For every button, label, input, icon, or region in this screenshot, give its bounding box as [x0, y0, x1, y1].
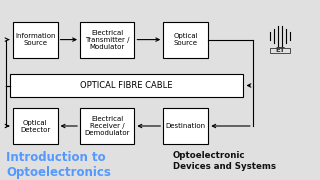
Text: Electrical
Receiver /
Demodulator: Electrical Receiver / Demodulator [84, 116, 130, 136]
FancyBboxPatch shape [10, 74, 243, 97]
FancyBboxPatch shape [163, 108, 208, 144]
FancyBboxPatch shape [13, 108, 58, 144]
FancyBboxPatch shape [163, 22, 208, 58]
FancyBboxPatch shape [80, 22, 134, 58]
Text: OPTICAL FIBRE CABLE: OPTICAL FIBRE CABLE [80, 81, 173, 90]
Text: Optical
Source: Optical Source [173, 33, 198, 46]
Text: Electrical
Transmitter /
Modulator: Electrical Transmitter / Modulator [85, 30, 130, 50]
FancyBboxPatch shape [80, 108, 134, 144]
Text: Optical
Detector: Optical Detector [20, 120, 50, 132]
Text: Introduction to
Optoelectronics: Introduction to Optoelectronics [6, 151, 111, 179]
Text: Information
Source: Information Source [15, 33, 55, 46]
Text: ET: ET [275, 47, 285, 53]
Text: Optoelectronic
Devices and Systems: Optoelectronic Devices and Systems [173, 151, 276, 171]
FancyBboxPatch shape [270, 48, 290, 53]
FancyBboxPatch shape [13, 22, 58, 58]
Text: Destination: Destination [165, 123, 206, 129]
